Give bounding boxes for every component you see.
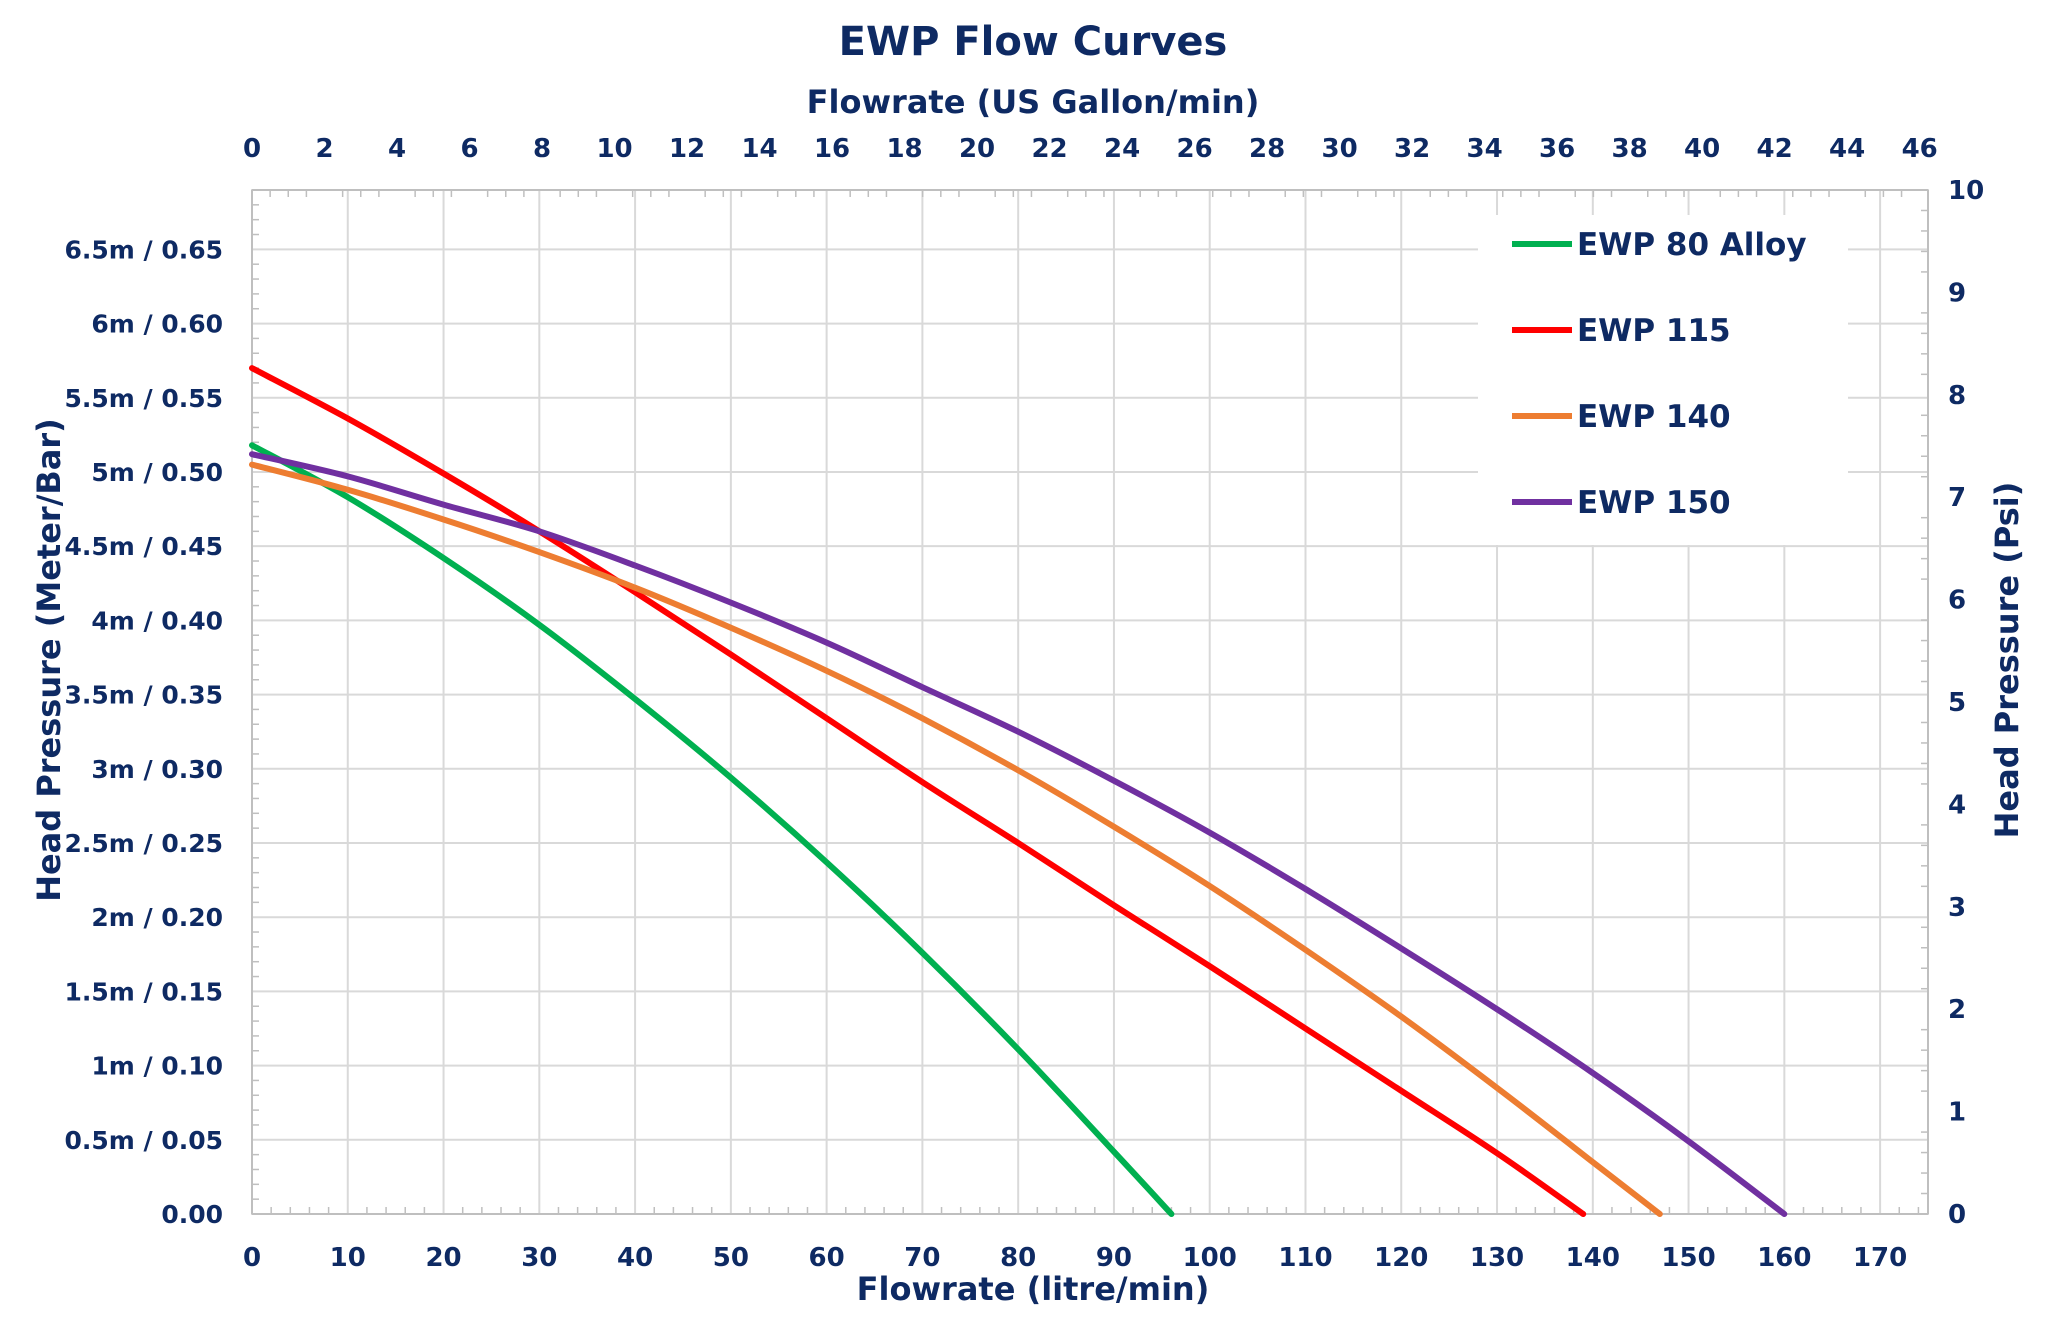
- y2-tick-label: 1: [1948, 1098, 1966, 1128]
- series-line: [249, 365, 1587, 1217]
- y-tick-label: 5.5m / 0.55: [64, 384, 223, 413]
- x2-tick-label: 8: [533, 134, 551, 164]
- legend: EWP 80 Alloy EWP 115 EWP 140 EWP 150: [1512, 227, 1807, 521]
- minor-ticks: [252, 190, 1928, 1214]
- y-tick-label: 6.5m / 0.65: [64, 235, 223, 264]
- x-tick-label: 160: [1757, 1243, 1811, 1273]
- y2-tick-label: 10: [1948, 176, 1984, 206]
- chart-title: EWP Flow Curves: [839, 19, 1228, 65]
- grid-lines: [252, 190, 1928, 1214]
- y-tick-label: 0.00: [161, 1200, 223, 1229]
- y-tick-label: 4m / 0.40: [91, 606, 223, 635]
- x-tick-label: 40: [617, 1243, 653, 1273]
- x2-tick-label: 42: [1757, 134, 1793, 164]
- y2-tick-label: 5: [1948, 688, 1966, 718]
- x2-tick-label: 18: [886, 134, 922, 164]
- x2-tick-label: 22: [1031, 134, 1067, 164]
- x2-tick-label: 32: [1394, 134, 1430, 164]
- y-tick-label: 2m / 0.20: [91, 903, 223, 932]
- x-tick-label: 0: [243, 1243, 261, 1273]
- x-tick-label: 70: [904, 1243, 940, 1273]
- y2-tick-label: 4: [1948, 790, 1966, 820]
- y2-tick-label: 7: [1948, 483, 1966, 513]
- legend-label: EWP 150: [1577, 485, 1731, 521]
- x2-tick-label: 12: [669, 134, 705, 164]
- y-tick-label: 0.5m / 0.05: [64, 1126, 223, 1155]
- y2-tick-label: 0: [1948, 1200, 1966, 1230]
- x2-tick-label: 30: [1322, 134, 1358, 164]
- x-tick-label: 30: [521, 1243, 557, 1273]
- y2-tick-label: 8: [1948, 381, 1966, 411]
- x2-tick-label: 16: [814, 134, 850, 164]
- legend-label: EWP 115: [1577, 313, 1731, 349]
- x2-tick-label: 0: [243, 134, 261, 164]
- legend-box: [1478, 215, 1848, 545]
- x2-tick-label: 10: [596, 134, 632, 164]
- x2-tick-label: 2: [315, 134, 333, 164]
- x-axis-label: Flowrate (litre/min): [857, 1270, 1210, 1308]
- x2-tick-label: 4: [388, 134, 406, 164]
- x-tick-label: 20: [425, 1243, 461, 1273]
- axis-lines: [251, 189, 1929, 1215]
- legend-label: EWP 140: [1577, 399, 1731, 435]
- y-tick-label: 4.5m / 0.45: [64, 532, 223, 561]
- series-line: [249, 451, 1788, 1217]
- x2-tick-label: 44: [1829, 134, 1865, 164]
- x-tick-label: 100: [1183, 1243, 1237, 1273]
- x2-tick-label: 46: [1902, 134, 1938, 164]
- y-tick-label: 3m / 0.30: [91, 755, 223, 784]
- x2-tick-label: 24: [1104, 134, 1140, 164]
- x-tick-label: 60: [809, 1243, 845, 1273]
- x-tick-label: 120: [1374, 1243, 1428, 1273]
- plot-area: EWP 80 Alloy EWP 115 EWP 140 EWP 150: [249, 189, 1929, 1217]
- x2-tick-label: 36: [1539, 134, 1575, 164]
- y-tick-labels: 0.00 0.5m / 0.05 1m / 0.10 1.5m / 0.15 2m / …: [64, 235, 223, 1229]
- x-tick-label: 110: [1278, 1243, 1332, 1273]
- y2-tick-label: 9: [1948, 278, 1966, 308]
- legend-label: EWP 80 Alloy: [1577, 227, 1807, 263]
- series-lines: [249, 365, 1788, 1217]
- y-tick-label: 6m / 0.60: [91, 310, 223, 339]
- x2-tick-label: 14: [741, 134, 777, 164]
- y-tick-label: 5m / 0.50: [91, 458, 223, 487]
- x-tick-labels: 0 10 20 30 40 50 60 70 80 90 100 110 120 130 140 150 160…: [243, 1243, 1907, 1273]
- y2-tick-label: 6: [1948, 586, 1966, 616]
- x2-tick-labels: 0 2 4 6 8 10 12 14 16 18 20 22 24 26 28 30 32 34 36 38 40 42 4…: [243, 134, 1938, 164]
- x-tick-label: 150: [1661, 1243, 1715, 1273]
- y2-tick-labels: 0 1 2 3 4 5 6 7 8 9 10: [1948, 176, 1984, 1230]
- y2-tick-label: 3: [1948, 893, 1966, 923]
- x2-tick-label: 38: [1612, 134, 1648, 164]
- y-tick-label: 1m / 0.10: [91, 1052, 223, 1081]
- x-tick-label: 10: [330, 1243, 366, 1273]
- x2-tick-label: 28: [1249, 134, 1285, 164]
- x-tick-label: 90: [1096, 1243, 1132, 1273]
- x2-tick-label: 20: [959, 134, 995, 164]
- y2-tick-label: 2: [1948, 995, 1966, 1025]
- x-tick-label: 140: [1566, 1243, 1620, 1273]
- x-tick-label: 80: [1000, 1243, 1036, 1273]
- y-tick-label: 3.5m / 0.35: [64, 681, 223, 710]
- x2-tick-label: 26: [1176, 134, 1212, 164]
- y-tick-label: 2.5m / 0.25: [64, 829, 223, 858]
- legend-background: [1478, 215, 1848, 545]
- y-axis-label: Head Pressure (Meter/Bar): [30, 418, 68, 902]
- y-tick-label: 1.5m / 0.15: [64, 977, 223, 1006]
- x2-tick-label: 6: [460, 134, 478, 164]
- x2-axis-label: Flowrate (US Gallon/min): [807, 83, 1260, 121]
- series-line: [249, 461, 1663, 1217]
- x-tick-label: 130: [1470, 1243, 1524, 1273]
- x2-tick-label: 34: [1467, 134, 1503, 164]
- y2-axis-label: Head Pressure (Psi): [1988, 482, 2026, 839]
- series-line: [249, 442, 1175, 1217]
- x-tick-label: 170: [1853, 1243, 1907, 1273]
- x-tick-label: 50: [713, 1243, 749, 1273]
- x2-tick-label: 40: [1684, 134, 1720, 164]
